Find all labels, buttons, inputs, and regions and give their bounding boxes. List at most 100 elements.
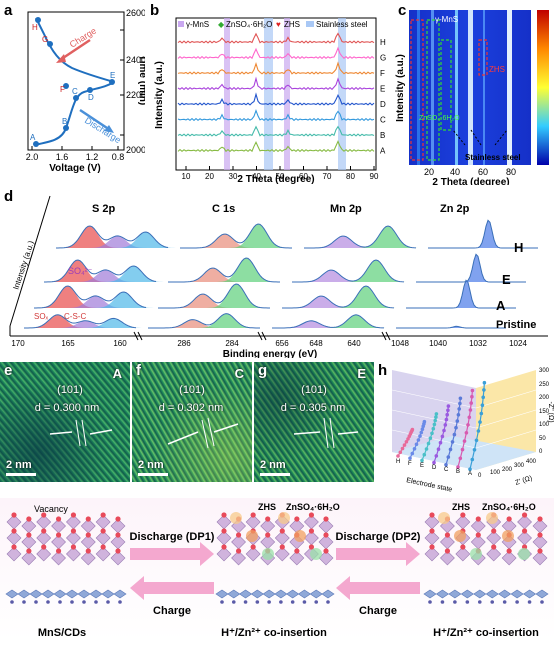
h-point [458, 401, 462, 406]
tem-f-state: C [234, 366, 244, 381]
h-point [424, 447, 429, 451]
d-peak [210, 258, 283, 282]
svg-text:♥: ♥ [276, 20, 281, 29]
i-substrate [41, 589, 55, 599]
i-octahedron [304, 514, 319, 530]
b-legend-ss: Stainless steel [316, 20, 368, 29]
panel-d-xps-waterfall: Intensity (a.u.) S 2p C 1s Mn 2p Zn 2p H… [0, 186, 554, 360]
h-point [454, 425, 458, 430]
d-peak [461, 255, 492, 282]
h-zim-4: 200 [539, 395, 550, 401]
c-label-zhs: ZHS [489, 65, 505, 74]
i-substrate [65, 589, 79, 599]
i-octahedron [455, 546, 471, 562]
i-substrate [435, 589, 449, 599]
d-peak [222, 224, 295, 248]
i-octahedron [245, 546, 261, 562]
i-ion-cluster [246, 530, 258, 542]
i-octahedron [517, 514, 532, 530]
b-xtick-2: 30 [229, 172, 238, 181]
i-atom [475, 532, 481, 538]
h-point [467, 415, 472, 420]
d-peak [285, 296, 358, 308]
h-point [420, 458, 424, 463]
h-point [482, 388, 486, 392]
b-curve-D [177, 92, 375, 106]
i-substrate [448, 589, 462, 599]
d-envelope [34, 285, 147, 309]
i-atom [115, 516, 121, 522]
i-substrate [17, 589, 31, 599]
i-atom [440, 600, 445, 604]
i-atom [429, 512, 435, 518]
d-peak [87, 292, 160, 308]
tem-f-scale: 2 nm [138, 459, 164, 471]
a-pt-F: F [60, 85, 65, 94]
i-ion-cluster [294, 530, 306, 542]
i-atom [26, 548, 32, 554]
h-point [431, 426, 436, 431]
i-octahedron [424, 530, 440, 546]
i-atom [85, 532, 91, 538]
h-zlabel: -Z'' (Ω) [547, 401, 554, 422]
a-ytick-2: 2400 [126, 55, 145, 65]
i-substrate [485, 589, 499, 599]
i-atom [515, 600, 519, 604]
h-point [457, 407, 461, 411]
i-octahedron [289, 518, 305, 534]
i-octahedron [110, 550, 126, 566]
i-octahedron [274, 546, 290, 562]
i-octahedron [51, 550, 66, 566]
i-atom [465, 600, 470, 604]
c-xtick-0: 20 [424, 167, 434, 177]
i-atom [491, 528, 497, 534]
i-atom [243, 600, 248, 604]
i-step1: Discharge (DP1) [130, 531, 215, 543]
h-point [446, 455, 451, 459]
i-atom [323, 532, 329, 538]
i-octahedron [470, 518, 486, 534]
i-atom [46, 600, 50, 604]
i-atom [540, 600, 544, 604]
h-point [448, 447, 453, 452]
tem-e-plane: (101) [57, 384, 83, 396]
i-atom [294, 516, 300, 522]
panel-i-mechanism-schematic: Discharge (DP1) Charge Discharge (DP2) C… [0, 498, 554, 640]
tem-e-scale: 2 nm [6, 459, 32, 471]
h-point [445, 412, 449, 417]
d-state-E: E [502, 272, 511, 287]
b-curve-G [177, 46, 375, 60]
i-atom [537, 548, 543, 554]
d-peak [69, 270, 142, 282]
d-xtick-6: 648 [309, 339, 323, 348]
a-pt-E: E [110, 71, 115, 80]
h-zim-1: 50 [539, 436, 546, 442]
h-point [422, 419, 427, 424]
i-atom [279, 600, 283, 604]
i-atom [220, 600, 224, 604]
a-ytick-3: 2600 [126, 8, 145, 18]
i-atom [235, 548, 242, 554]
i-atom [323, 548, 329, 554]
d-peak [295, 270, 368, 282]
i-octahedron [110, 518, 126, 534]
h-point [464, 431, 469, 435]
i-charge2: Charge [359, 605, 397, 617]
i-ion-cluster [262, 548, 274, 560]
i-atom [10, 600, 14, 604]
i-atom [491, 544, 497, 550]
i-octahedron [51, 518, 66, 534]
h-state-A: A [468, 471, 472, 477]
d-envelope [168, 257, 280, 283]
d-envelope [272, 314, 384, 329]
d-envelope [292, 259, 405, 283]
h-point [468, 467, 472, 471]
i-substrate [535, 589, 549, 599]
i-octahedron [318, 534, 334, 550]
h-state-E: E [420, 463, 424, 469]
tem-image-f: C (101) d = 0.302 nm 2 nm [132, 362, 252, 482]
h-point [452, 432, 457, 437]
b-curve-B [177, 125, 375, 137]
d-xlabel: Binding energy (eV) [223, 349, 317, 358]
d-peak [176, 268, 249, 282]
